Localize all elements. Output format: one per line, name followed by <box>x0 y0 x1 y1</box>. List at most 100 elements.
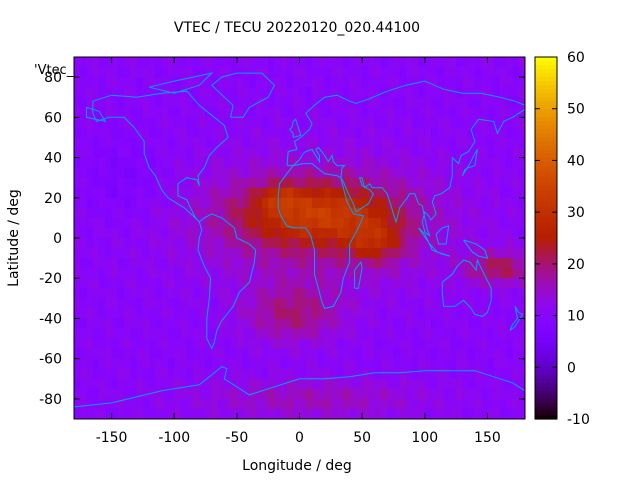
heatmap-cell <box>218 248 225 259</box>
heatmap-cell <box>362 338 369 350</box>
heatmap-cell <box>142 408 150 420</box>
heatmap-cell <box>299 187 307 199</box>
heatmap-cell <box>481 338 488 350</box>
heatmap-cell <box>199 187 207 199</box>
heatmap-cell <box>405 227 413 239</box>
heatmap-cell <box>230 388 238 400</box>
heatmap-cell <box>418 137 426 148</box>
heatmap-cell <box>274 157 282 169</box>
heatmap-cell <box>236 87 244 98</box>
heatmap-cell <box>199 248 207 259</box>
heatmap-cell <box>493 187 501 199</box>
heatmap-cell <box>117 348 125 360</box>
heatmap-cell <box>512 87 520 98</box>
heatmap-cell <box>493 207 501 219</box>
heatmap-cell <box>474 398 482 410</box>
heatmap-cell <box>274 87 282 98</box>
heatmap-cell <box>418 187 426 199</box>
heatmap-cell <box>318 177 326 189</box>
heatmap-cell <box>337 258 344 269</box>
heatmap-cell <box>368 358 376 370</box>
heatmap-cell <box>299 268 307 279</box>
heatmap-cell <box>387 77 394 88</box>
heatmap-cell <box>99 67 106 78</box>
heatmap-cell <box>117 117 125 128</box>
heatmap-cell <box>405 77 413 88</box>
heatmap-cell <box>211 207 219 219</box>
heatmap-cell <box>474 227 482 239</box>
heatmap-cell <box>355 398 363 410</box>
heatmap-cell <box>506 157 513 169</box>
heatmap-cell <box>199 177 207 189</box>
heatmap-cell <box>142 107 150 118</box>
heatmap-cell <box>230 268 238 279</box>
heatmap-cell <box>424 197 432 209</box>
heatmap-cell <box>280 147 288 159</box>
heatmap-cell <box>111 348 119 360</box>
heatmap-cell <box>167 127 175 138</box>
heatmap-cell <box>337 107 344 118</box>
heatmap-cell <box>506 258 513 269</box>
heatmap-cell <box>224 328 232 340</box>
heatmap-cell <box>431 207 438 219</box>
colorbar-segment <box>535 145 557 151</box>
heatmap-cell <box>149 117 156 128</box>
heatmap-cell <box>330 368 338 380</box>
heatmap-cell <box>431 147 438 159</box>
heatmap-cell <box>261 177 269 189</box>
heatmap-cell <box>405 157 413 169</box>
heatmap-cell <box>449 187 457 199</box>
heatmap-cell <box>374 318 382 329</box>
heatmap-cell <box>405 318 413 329</box>
heatmap-cell <box>393 268 401 279</box>
colorbar-segment <box>535 57 557 62</box>
heatmap-cell <box>92 207 100 219</box>
heatmap-cell <box>218 87 225 98</box>
heatmap-cell <box>236 177 244 189</box>
heatmap-cell <box>136 97 144 108</box>
heatmap-cell <box>261 187 269 199</box>
heatmap-cell <box>105 368 113 380</box>
heatmap-cell <box>424 87 432 98</box>
heatmap-cell <box>362 167 369 179</box>
heatmap-cell <box>218 167 225 179</box>
heatmap-cell <box>155 358 163 370</box>
heatmap-cell <box>124 197 131 209</box>
heatmap-cell <box>130 127 138 138</box>
heatmap-cell <box>280 288 288 299</box>
heatmap-cell <box>161 338 169 350</box>
heatmap-cell <box>499 348 507 360</box>
heatmap-cell <box>180 238 188 249</box>
heatmap-cell <box>349 167 357 179</box>
heatmap-cell <box>374 87 382 98</box>
heatmap-cell <box>337 217 344 229</box>
heatmap-cell <box>161 398 169 410</box>
heatmap-cell <box>299 388 307 400</box>
heatmap-cell <box>167 147 175 159</box>
heatmap-cell <box>205 157 213 169</box>
heatmap-cell <box>280 107 288 118</box>
heatmap-cell <box>449 348 457 360</box>
heatmap-cell <box>80 217 88 229</box>
heatmap-cell <box>312 97 319 108</box>
heatmap-cell <box>424 328 432 340</box>
heatmap-cell <box>293 408 300 420</box>
heatmap-cell <box>105 358 113 370</box>
heatmap-cell <box>243 248 250 259</box>
heatmap-cell <box>111 298 119 309</box>
heatmap-cell <box>218 67 225 78</box>
heatmap-cell <box>512 328 520 340</box>
heatmap-cell <box>518 268 526 279</box>
heatmap-cell <box>236 167 244 179</box>
heatmap-cell <box>149 67 156 78</box>
heatmap-cell <box>481 268 488 279</box>
heatmap-cell <box>506 197 513 209</box>
heatmap-cell <box>443 278 451 289</box>
heatmap-cell <box>236 348 244 360</box>
heatmap-cell <box>280 258 288 269</box>
heatmap-cell <box>518 388 526 400</box>
heatmap-cell <box>293 388 300 400</box>
heatmap-cell <box>155 187 163 199</box>
heatmap-cell <box>418 378 426 390</box>
heatmap-cell <box>312 248 319 259</box>
